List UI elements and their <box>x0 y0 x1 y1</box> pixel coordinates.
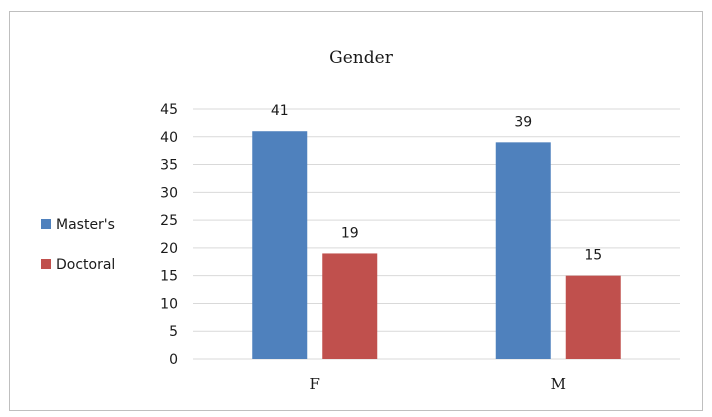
y-tick-label: 20 <box>160 241 178 257</box>
data-labels: 41 19 39 15 <box>271 103 602 263</box>
bar-f-series-1 <box>322 253 378 359</box>
y-tick-label: 5 <box>169 324 178 340</box>
legend-label: Master's <box>56 217 115 233</box>
y-tick-label: 0 <box>169 352 178 368</box>
data-label: 39 <box>514 114 532 130</box>
y-tick-label: 10 <box>160 296 178 312</box>
y-tick-label: 40 <box>160 130 178 146</box>
bar-m-series-0 <box>495 142 551 359</box>
x-category-label: F <box>310 375 320 393</box>
legend-label: Doctoral <box>56 257 115 273</box>
y-tick-label: 30 <box>160 185 178 201</box>
data-label: 41 <box>271 103 289 119</box>
chart-title: Gender <box>329 48 394 68</box>
data-label: 19 <box>341 225 359 241</box>
y-axis-ticks: 0 5 10 15 20 25 30 35 40 45 <box>160 102 178 368</box>
bar-m-series-1 <box>565 275 621 359</box>
bars <box>252 131 621 359</box>
legend-swatch <box>41 219 51 229</box>
y-tick-label: 25 <box>160 213 178 229</box>
x-category-label: M <box>551 375 566 393</box>
y-tick-label: 45 <box>160 102 178 118</box>
data-label: 15 <box>584 248 602 264</box>
y-tick-label: 35 <box>160 158 178 174</box>
legend-swatch <box>41 259 51 269</box>
legend: Master's Doctoral <box>41 217 115 273</box>
y-tick-label: 15 <box>160 269 178 285</box>
bar-f-series-0 <box>252 131 308 359</box>
